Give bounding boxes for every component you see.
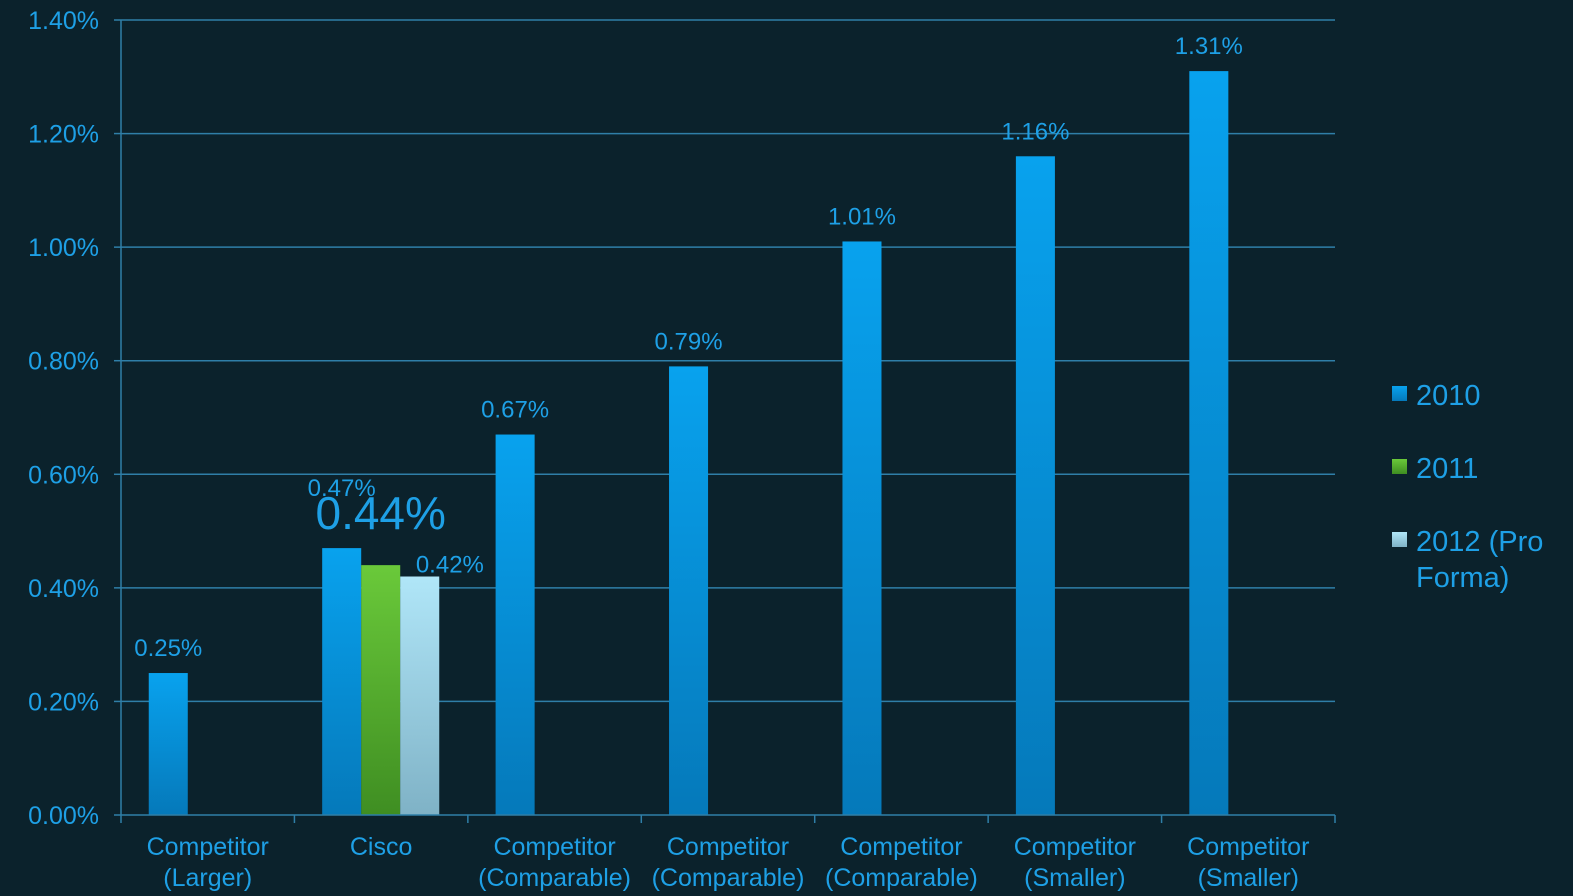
bar [842,241,882,815]
gridlines [121,19,1335,703]
data-label: 0.25% [134,635,202,662]
data-label: 1.16% [1001,118,1069,145]
data-labels: 0.25% 0.47%0.44% 0.42% 0.67% 0.79% 1.01% 1.16%… [134,33,1243,662]
legend-label: 2012 (Pro [1416,526,1543,558]
legend-label: 2010 [1416,380,1481,412]
x-category-label: Cisco [350,833,413,861]
x-category-label: Competitor [1187,833,1309,861]
x-category-label: Competitor [840,833,962,861]
bars [148,71,1229,816]
y-tick-label: 0.60% [28,461,99,489]
bar [148,673,188,815]
y-tick-label: 0.40% [28,575,99,603]
x-axis: Competitor (Larger) Cisco Competitor (Compar… [120,20,1336,892]
y-tick-label: 0.80% [28,348,99,376]
data-label: 0.47% [308,475,376,502]
data-label: 0.42% [416,552,484,579]
bar [669,366,709,815]
legend-label: 2011 [1416,453,1478,485]
x-category-label: Competitor [493,833,615,861]
y-tick-label: 1.40% [28,7,99,35]
legend-swatch [1392,532,1407,547]
bar [400,576,440,815]
x-category-label: (Smaller) [1198,864,1299,892]
x-category-label: (Comparable) [825,864,978,892]
legend-swatch [1392,386,1407,401]
x-category-label: (Comparable) [652,864,805,892]
legend-label: Forma) [1416,562,1509,594]
bar [495,434,535,815]
x-category-label: (Comparable) [478,864,631,892]
y-tick-label: 1.00% [28,234,99,262]
data-label: 0.44% [315,487,445,539]
bar [1015,156,1055,816]
legend: 2010 2011 2012 (Pro Forma) [1392,380,1543,594]
data-label: 0.79% [655,328,723,355]
x-category-label: (Larger) [163,864,252,892]
legend-swatch [1392,459,1407,474]
bar [322,548,362,815]
x-category-label: Competitor [147,833,269,861]
data-label: 0.67% [481,397,549,424]
data-label: 1.31% [1175,33,1243,60]
x-category-label: Competitor [667,833,789,861]
data-label: 1.01% [828,203,896,230]
y-tick-label: 0.00% [28,802,99,830]
x-category-label: (Smaller) [1024,864,1125,892]
y-axis-ticks: 0.00% 0.20% 0.40% 0.60% 0.80% 1.00% 1.20% 1.40% [28,7,121,830]
y-tick-label: 0.20% [28,688,99,716]
y-tick-label: 1.20% [28,121,99,149]
x-category-label: Competitor [1014,833,1136,861]
bar [361,565,401,815]
bar [1189,71,1229,816]
